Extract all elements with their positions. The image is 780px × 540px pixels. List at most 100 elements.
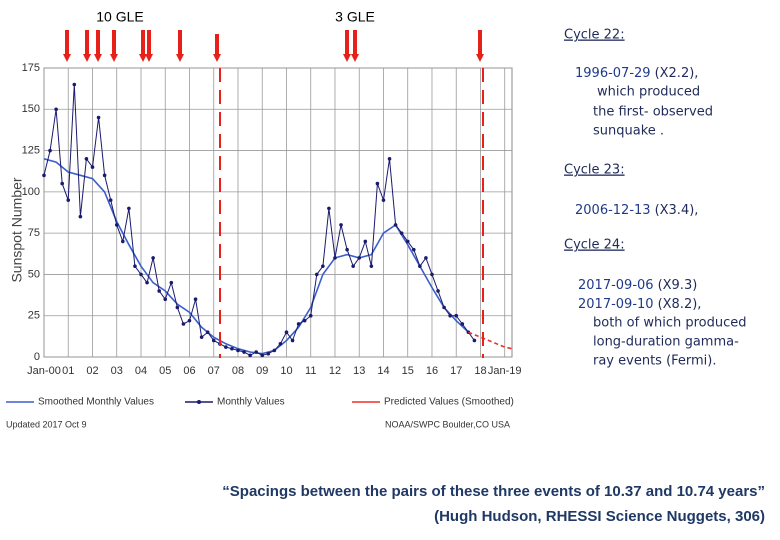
data-point [351,264,355,268]
cycle-notes: Cycle 22: 1996-07-29 (X2.2), which produced… [564,28,747,369]
cycle-heading: Cycle 24: [564,238,625,253]
data-point [399,231,404,235]
data-point [187,318,192,323]
data-point [296,322,301,326]
x-tick-label: Jan-00 [27,365,61,377]
updated-note: Updated 2017 Oct 9 [6,419,87,429]
data-point [454,313,459,318]
data-point [284,330,289,335]
legend-label: Predicted Values (Smoothed) [384,397,514,408]
data-point [242,350,246,354]
x-tick-label: Jan-19 [488,365,522,377]
y-tick-label: 0 [34,351,40,363]
data-point [308,313,313,318]
data-point [278,341,283,346]
data-point [114,223,119,227]
x-tick-label: 01 [62,365,74,377]
y-tick-label: 100 [22,186,40,198]
data-point [339,223,343,227]
series-line [468,331,513,350]
data-point [363,239,368,244]
quote-source: (Hugh Hudson, RHESSI Science Nuggets, 30… [434,508,765,525]
flare-entry: 2006-12-13 (X3.4), [575,203,698,218]
data-point [96,115,101,120]
data-point [151,256,155,260]
x-tick-label: 05 [159,365,171,377]
data-point [48,148,52,153]
data-point [448,313,452,318]
data-point [205,330,210,335]
y-tick-label: 150 [22,103,40,115]
data-point [181,322,186,326]
flare-entry: 1996-07-29 (X2.2), [575,66,698,81]
legend-marker [197,400,201,404]
legend-label: Monthly Values [217,397,285,408]
data-point [84,157,89,161]
data-point [314,272,319,277]
data-point [60,181,64,186]
credit: NOAA/SWPC Boulder,CO USA [385,419,510,429]
y-tick-label: 75 [28,227,40,239]
y-tick-label: 175 [22,62,40,74]
data-point [199,335,204,339]
x-tick-label: 07 [208,365,220,377]
event-arrows [63,30,484,62]
flare-entry: 2017-09-06 (X9.3) [578,278,697,293]
data-point [369,264,374,268]
cycle-heading: Cycle 23: [564,163,625,178]
series-line [43,84,475,356]
data-point [145,280,149,285]
cycle-description: the first- observed [593,105,713,120]
data-point [127,206,131,211]
x-tick-label: 06 [183,365,195,377]
data-point [424,256,428,260]
quote: “Spacings between the pairs of these thr… [222,483,765,500]
gle-label: 10 GLE [96,9,143,25]
cycle-description: ray events (Fermi). [593,354,717,369]
x-tick-label: 04 [135,365,147,377]
flare-detail: (X2.2), [655,66,699,81]
x-tick-label: 15 [402,365,414,377]
cycle-heading: Cycle 22: [564,28,625,43]
data-point [381,198,386,202]
data-point [236,348,240,353]
data-point [108,198,113,202]
data-point [260,353,265,358]
flare-detail: (X8.2), [658,297,702,312]
data-point [224,345,228,349]
data-point [357,256,362,260]
data-point [393,223,398,227]
data-point [78,214,83,219]
data-point [139,272,143,277]
data-point [418,264,422,268]
data-point [163,297,168,302]
flare-date: 1996-07-29 [575,66,651,81]
y-axis-label: Sunspot Number [9,177,25,282]
x-tick-label: 12 [329,365,341,377]
x-tick-label: 08 [232,365,244,377]
data-point [411,247,416,252]
flare-date: 2006-12-13 [575,203,651,218]
data-point [169,280,174,285]
data-point [272,348,277,353]
data-point [405,239,410,244]
data-point [157,289,161,293]
y-tick-label: 25 [28,310,40,322]
data-point [302,318,307,323]
x-tick-label: 14 [377,365,389,377]
x-tick-label: 02 [86,365,98,377]
data-point [211,338,216,343]
flare-detail: (X3.4), [655,203,699,218]
data-point [327,206,331,211]
flare-entry: 2017-09-10 (X8.2), [578,297,701,312]
x-tick-label: 16 [426,365,438,377]
data-point [266,351,271,356]
x-tick-label: 03 [111,365,123,377]
data-point [133,264,137,268]
data-point [102,173,107,178]
data-point [72,82,77,87]
data-point [290,338,295,343]
data-point [42,173,46,178]
data-point [121,239,125,244]
